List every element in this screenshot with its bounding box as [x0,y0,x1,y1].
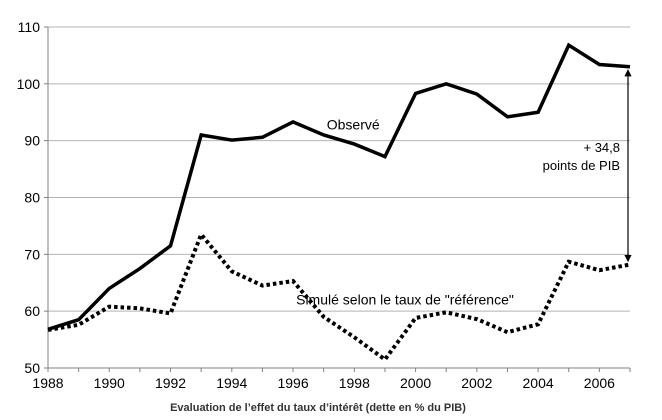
grid-lines [48,26,630,312]
series-label-simule: Simulé selon le taux de "référence" [296,291,514,307]
series [47,42,631,363]
y-tick-label: 80 [24,190,40,206]
x-tick-label: 2006 [584,375,615,391]
y-tick-label: 110 [18,19,41,35]
y-tick-label: 100 [17,76,41,92]
x-tick-label: 1990 [94,375,125,391]
y-tick-label: 50 [24,360,40,376]
x-tick-labels: 1988 1990 1992 1994 1996 1998 2000 2002 2004 2006 [32,368,631,391]
x-tick-label: 1998 [339,375,370,391]
y-tick-label: 60 [24,303,40,319]
series-line-simule [47,230,631,363]
x-tick-label: 1988 [32,375,63,391]
x-tick-label: 1994 [216,375,247,391]
x-tick-label: 2002 [461,375,492,391]
y-tick-label: 90 [24,133,40,149]
series-line-observe [47,42,631,332]
gap-unit-label: points de PIB [543,158,620,173]
x-axis-title: Evaluation de l’effet du taux d’intérêt … [170,402,466,414]
annotation: + 34,8 points de PIB [543,69,632,263]
x-tick-label: 1992 [155,375,186,391]
y-tick-label: 70 [24,246,40,262]
series-label-observe: Observé [327,116,380,132]
x-tick-label: 2004 [523,375,554,391]
x-tick-label: 1996 [277,375,308,391]
x-tick-label: 2000 [400,375,431,391]
gap-value-label: + 34,8 [583,140,620,155]
y-tick-labels: 50 60 70 80 90 100 110 [17,19,48,376]
